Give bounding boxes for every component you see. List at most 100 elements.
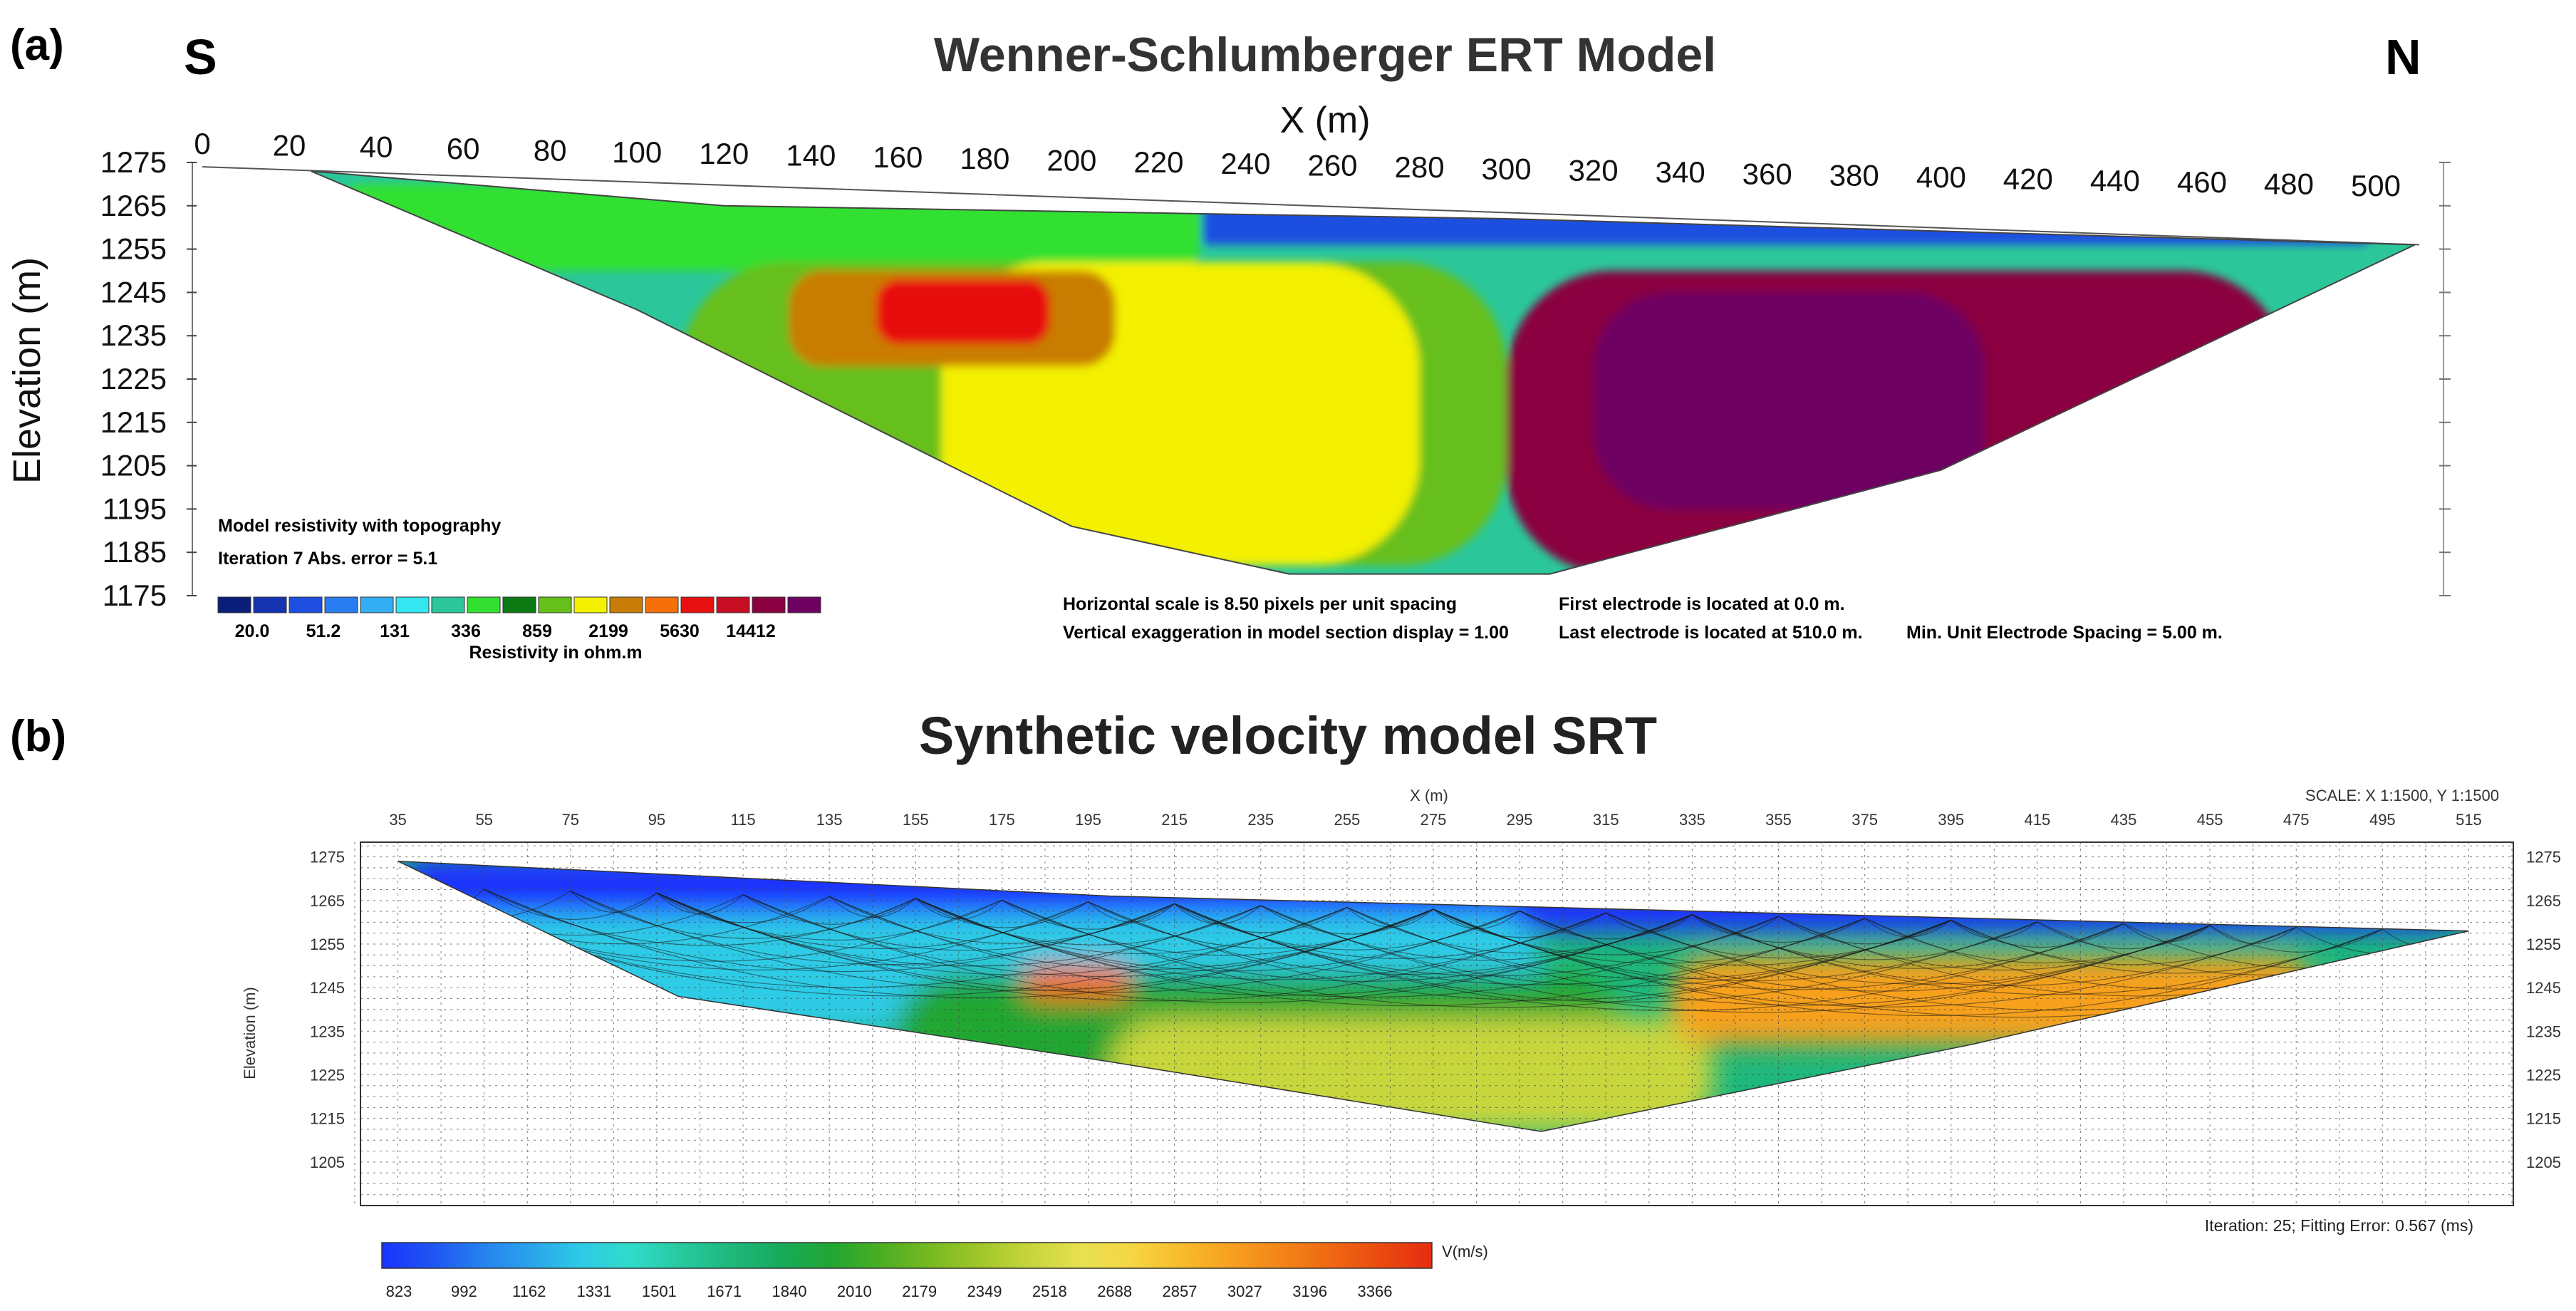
resistivity-tick-3: 336 — [451, 621, 481, 641]
x-tick-b-14: 315 — [1593, 811, 1619, 829]
resistivity-swatch-8 — [502, 596, 536, 613]
resistivity-swatch-4 — [360, 596, 394, 613]
resistivity-tick-0: 20.0 — [235, 621, 270, 641]
x-tick-a-10: 200 — [1046, 144, 1096, 177]
velocity-tick-7: 2010 — [837, 1282, 872, 1300]
y-tick-b-right-5: 1225 — [2526, 1066, 2561, 1084]
x-tick-b-2: 75 — [562, 811, 579, 829]
north-label: N — [2385, 29, 2421, 85]
chart-a-outline — [311, 170, 2416, 575]
resistivity-tick-4: 859 — [522, 621, 552, 641]
resistivity-swatch-5 — [395, 596, 430, 613]
chart-a-xlabel: X (m) — [1279, 100, 1370, 141]
chart-b-ylabel: Elevation (m) — [241, 987, 259, 1079]
resistivity-swatch-2 — [289, 596, 323, 613]
x-tick-a-14: 280 — [1395, 150, 1445, 184]
resistivity-swatch-1 — [253, 596, 287, 613]
x-tick-b-23: 495 — [2369, 811, 2396, 829]
x-tick-a-20: 400 — [1916, 160, 1966, 194]
y-tick-b-right-6: 1215 — [2526, 1110, 2561, 1128]
y-tick-a-5: 1225 — [100, 362, 167, 395]
velocity-tick-5: 1671 — [707, 1282, 742, 1300]
x-tick-a-13: 260 — [1307, 149, 1357, 182]
x-tick-b-16: 355 — [1765, 811, 1792, 829]
resistivity-swatch-16 — [787, 596, 821, 613]
x-tick-a-2: 40 — [360, 130, 393, 164]
x-tick-a-1: 20 — [273, 128, 306, 162]
y-tick-b-right-2: 1255 — [2526, 936, 2561, 953]
resistivity-tick-5: 2199 — [588, 621, 628, 641]
x-tick-b-19: 415 — [2024, 811, 2050, 829]
velocity-tick-6: 1840 — [772, 1282, 807, 1300]
chart-b-outline — [398, 860, 2469, 1132]
x-tick-b-6: 155 — [903, 811, 929, 829]
x-tick-b-12: 275 — [1421, 811, 1447, 829]
caption-line-2: Iteration 7 Abs. error = 5.1 — [218, 549, 437, 569]
y-tick-a-2: 1255 — [100, 232, 167, 266]
x-tick-b-11: 255 — [1334, 811, 1361, 829]
panel-b: (b) Synthetic velocity model SRT X (m) S… — [10, 706, 2561, 1300]
velocity-tick-14: 3196 — [1292, 1282, 1327, 1300]
x-tick-a-18: 360 — [1743, 157, 1792, 190]
velocity-tick-12: 2857 — [1163, 1282, 1198, 1300]
chart-b-grid — [354, 842, 2513, 1206]
panel-a: (a) S N Wenner-Schlumberger ERT Model X … — [6, 21, 2451, 663]
zone-a-7 — [1593, 292, 1985, 509]
chart-b-title: Synthetic velocity model SRT — [919, 706, 1657, 765]
resistivity-swatch-9 — [538, 596, 572, 613]
resistivity-swatch-0 — [217, 596, 251, 613]
y-tick-b-right-7: 1205 — [2526, 1154, 2561, 1171]
min-spacing-note: Min. Unit Electrode Spacing = 5.00 m. — [1906, 623, 2223, 643]
y-tick-b-left-5: 1225 — [310, 1066, 345, 1084]
velocity-tick-2: 1162 — [512, 1282, 546, 1300]
x-tick-a-6: 120 — [699, 137, 749, 170]
y-tick-b-right-1: 1265 — [2526, 892, 2561, 910]
x-tick-b-18: 395 — [1938, 811, 1964, 829]
x-tick-a-11: 220 — [1133, 145, 1183, 179]
resistivity-swatch-13 — [680, 596, 715, 613]
y-tick-a-6: 1215 — [100, 405, 167, 439]
chart-b-xlabel: X (m) — [1410, 787, 1448, 804]
iteration-note: Iteration: 25; Fitting Error: 0.567 (ms) — [2205, 1216, 2473, 1235]
x-tick-a-22: 440 — [2090, 164, 2140, 197]
y-tick-a-8: 1195 — [103, 492, 167, 525]
resistivity-colorbar: 20.0 51.2 131 336 859 2199 5630 14412 — [217, 596, 821, 641]
x-tick-a-4: 80 — [534, 133, 567, 167]
chart-a-model — [311, 171, 2415, 574]
velocity-tick-0: 823 — [386, 1282, 412, 1300]
velocity-tick-15: 3366 — [1358, 1282, 1393, 1300]
x-tick-a-9: 180 — [960, 142, 1009, 175]
x-tick-a-5: 100 — [612, 135, 662, 169]
velocity-tick-1: 992 — [451, 1282, 477, 1300]
x-tick-a-3: 60 — [447, 132, 480, 165]
y-tick-b-left-7: 1205 — [310, 1154, 345, 1171]
y-tick-a-9: 1185 — [103, 535, 167, 569]
x-tick-a-19: 380 — [1829, 159, 1879, 192]
x-tick-b-3: 95 — [648, 811, 665, 829]
velocity-tick-13: 3027 — [1227, 1282, 1262, 1300]
panel-a-label: (a) — [10, 21, 64, 70]
velocity-unit-label: V(m/s) — [1442, 1243, 1488, 1260]
y-tick-a-4: 1235 — [100, 318, 167, 352]
resistivity-swatch-14 — [716, 596, 750, 613]
chart-b-y-ticks: 1275 1275 1265 1265 1255 1255 1245 1245 1235 1235… — [310, 849, 2561, 1171]
velocity-tick-9: 2349 — [967, 1282, 1002, 1300]
x-tick-a-12: 240 — [1220, 147, 1270, 180]
y-tick-b-right-0: 1275 — [2526, 849, 2561, 866]
velocity-tick-3: 1331 — [577, 1282, 612, 1300]
first-electrode-note: First electrode is located at 0.0 m. — [1559, 594, 1845, 614]
zone-a-5 — [876, 279, 1050, 345]
x-tick-a-16: 320 — [1569, 154, 1619, 187]
scale-note: Horizontal scale is 8.50 pixels per unit… — [1063, 594, 1457, 614]
velocity-tick-10: 2518 — [1032, 1282, 1067, 1300]
y-tick-a-10: 1175 — [103, 579, 167, 612]
chart-a-title: Wenner-Schlumberger ERT Model — [934, 28, 1716, 82]
x-tick-a-24: 480 — [2264, 167, 2314, 200]
resistivity-swatch-10 — [573, 596, 608, 613]
resistivity-tick-1: 51.2 — [306, 621, 341, 641]
y-tick-a-3: 1245 — [100, 275, 167, 309]
chart-a-y-ticks: 1275 1265 1255 1245 1235 1225 1215 1205 1195 1185… — [100, 145, 2451, 612]
resistivity-swatch-12 — [645, 596, 679, 613]
x-tick-b-5: 135 — [816, 811, 843, 829]
velocity-tick-4: 1501 — [642, 1282, 677, 1300]
